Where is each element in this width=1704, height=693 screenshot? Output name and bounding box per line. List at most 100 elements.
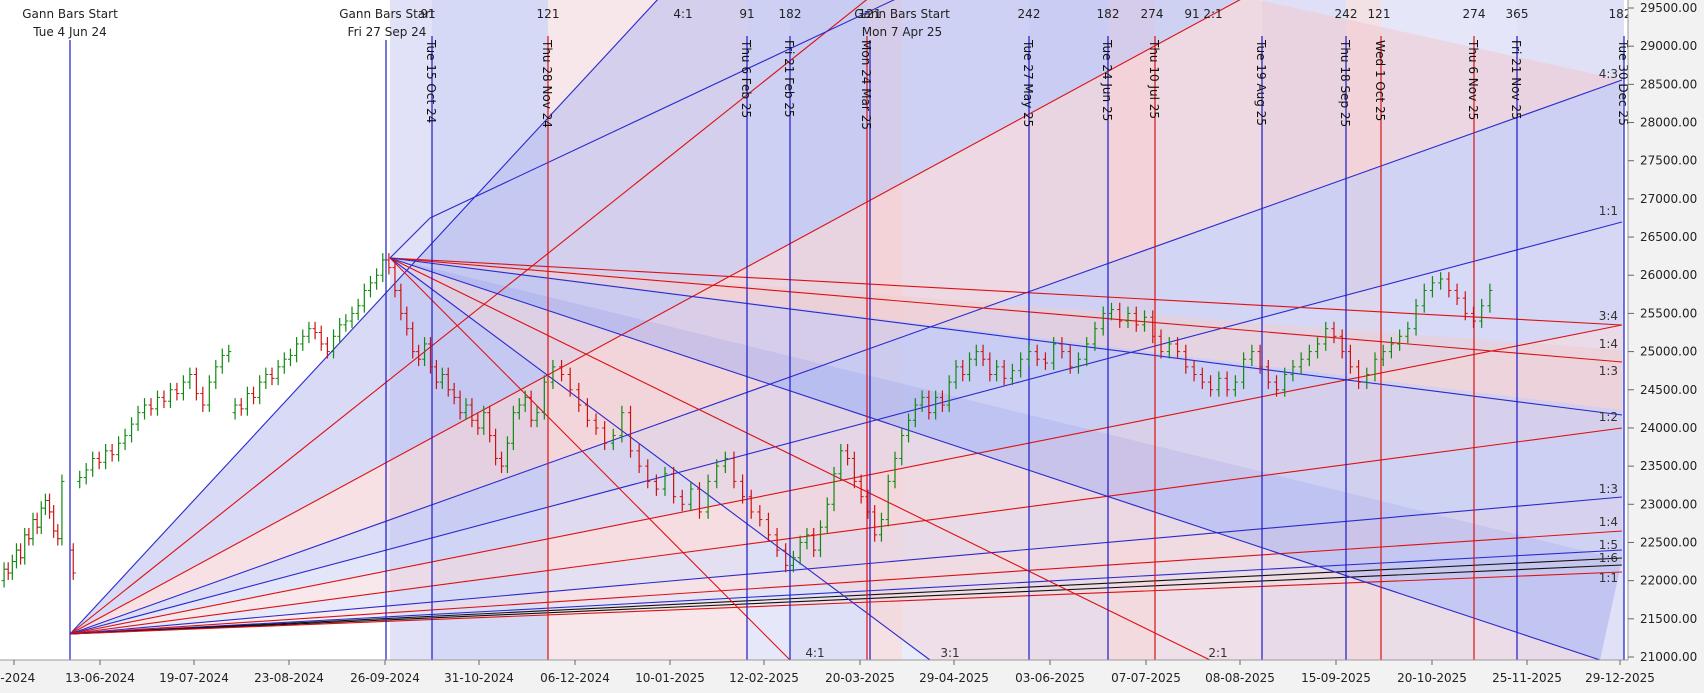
cycle-line-label: Tue 27 May 25 xyxy=(1021,39,1035,127)
x-tick-label: 06-12-2024 xyxy=(540,671,610,685)
cycle-line-label: Tue 24 Jun 25 xyxy=(1100,39,1114,121)
fan-line xyxy=(389,257,1211,661)
x-tick-label: 29-12-2025 xyxy=(1585,671,1655,685)
fan-ratio-label: 1:2 xyxy=(1599,410,1618,424)
cycle-count-label: 91 xyxy=(739,7,754,21)
cycle-line-label: Thu 6 Feb 25 xyxy=(739,39,753,118)
fan-line xyxy=(389,217,431,259)
price-bars xyxy=(1,253,1493,588)
y-tick-label: 23000.00 xyxy=(1640,497,1697,511)
cycle-count-label: 121 xyxy=(1368,7,1391,21)
x-tick-label: 07-07-2025 xyxy=(1111,671,1181,685)
x-tick-label: 13-06-2024 xyxy=(65,671,135,685)
cycle-count-label: 242 xyxy=(1018,7,1041,21)
y-tick-label: 29000.00 xyxy=(1640,39,1697,53)
y-tick-label: 29500.00 xyxy=(1640,1,1697,15)
x-tick-label: 31-10-2024 xyxy=(444,671,514,685)
fan-ratio-label: 1:4 xyxy=(1599,337,1618,351)
x-tick-label: 29-04-2025 xyxy=(919,671,989,685)
cycle-count-label: 365 xyxy=(1506,7,1529,21)
y-axis: 29500.00 29000.00 28500.00 28000.00 27500.00… xyxy=(1628,1,1697,664)
cycle-count-label: 182 xyxy=(1097,7,1120,21)
fan-ratio-label: 2:1 xyxy=(1208,646,1227,660)
y-tick-label: 25500.00 xyxy=(1640,306,1697,320)
fan-line xyxy=(69,564,1623,635)
gann-start-date: Tue 4 Jun 24 xyxy=(32,25,107,39)
fan-ratio-label: 1:4 xyxy=(1599,515,1618,529)
y-tick-label: 22000.00 xyxy=(1640,574,1697,588)
fan-ratio-label: 1:1 xyxy=(1599,204,1618,218)
fan-line xyxy=(69,79,1623,635)
gann-start-title: Gann Bars Start xyxy=(339,7,435,21)
fan-line xyxy=(69,0,658,635)
fan-ratio-label: 3:4 xyxy=(1599,309,1618,323)
y-tick-label: 27000.00 xyxy=(1640,192,1697,206)
fan-line xyxy=(69,0,1241,635)
fan-wedge xyxy=(390,258,1622,660)
y-tick-label: 24000.00 xyxy=(1640,421,1697,435)
gann-start-title: Gann Bars Start xyxy=(854,7,950,21)
gann-fans xyxy=(69,0,1623,661)
cycle-count-label: 91 xyxy=(420,7,435,21)
y-tick-label: 27500.00 xyxy=(1640,154,1697,168)
fan-line xyxy=(389,257,1623,363)
fan-line xyxy=(429,0,895,219)
cycle-line-label: Tue 19 Aug 25 xyxy=(1254,39,1268,126)
fan-ratio-label: 1:6 xyxy=(1599,551,1618,565)
cycle-line-label: Thu 6 Nov 25 xyxy=(1466,39,1480,120)
cycle-line-label: Tue 15 Oct 24 xyxy=(424,39,438,123)
fan-ratio-label: 4:3 xyxy=(1599,67,1618,81)
x-tick-label: 19-07-2024 xyxy=(159,671,229,685)
cycle-line-label: Fri 21 Nov 25 xyxy=(1509,40,1523,120)
y-axis-panel xyxy=(1628,0,1704,693)
cycle-line-label: Thu 28 Nov 24 xyxy=(540,39,554,128)
cycle-count-label: 91 xyxy=(1184,7,1199,21)
cycle-lines xyxy=(69,36,1625,660)
gann-start-date: Mon 7 Apr 25 xyxy=(862,25,942,39)
fan-ratio-label: 1:5 xyxy=(1599,538,1618,552)
x-tick-label: 5-2024 xyxy=(0,671,35,685)
fan-line xyxy=(69,557,1623,635)
y-tick-label: 24500.00 xyxy=(1640,383,1697,397)
fan-ratio-label: 1:3 xyxy=(1599,482,1618,496)
cycle-line-label: Mon 24 Mar 25 xyxy=(859,40,873,130)
cycle-count-label: 4:1 xyxy=(673,7,692,21)
fan-line xyxy=(69,324,1623,635)
x-tick-label: 23-08-2024 xyxy=(254,671,324,685)
cycle-count-label: 274 xyxy=(1141,7,1164,21)
y-tick-label: 26500.00 xyxy=(1640,230,1697,244)
fan-line xyxy=(69,571,1623,635)
x-tick-label: 15-09-2025 xyxy=(1301,671,1371,685)
x-tick-label: 10-01-2025 xyxy=(635,671,705,685)
x-tick-label: 08-08-2025 xyxy=(1205,671,1275,685)
y-tick-label: 26000.00 xyxy=(1640,268,1697,282)
fan-line xyxy=(69,549,1623,635)
fan-line xyxy=(69,221,1623,635)
y-tick-label: 28500.00 xyxy=(1640,77,1697,91)
cycle-count-label: 274 xyxy=(1463,7,1486,21)
x-tick-label: 20-03-2025 xyxy=(825,671,895,685)
fan-line xyxy=(69,496,1623,635)
x-axis: 5-2024 13-06-2024 19-07-2024 23-08-2024 26-0… xyxy=(0,660,1655,685)
y-tick-label: 21500.00 xyxy=(1640,612,1697,626)
x-tick-label: 20-10-2025 xyxy=(1397,671,1467,685)
cycle-line-label: Fri 21 Feb 25 xyxy=(782,40,796,118)
cycle-line-label: Thu 10 Jul 25 xyxy=(1147,39,1161,119)
fan-line xyxy=(389,257,1623,416)
fan-line xyxy=(389,257,931,661)
fan-ratio-label: 4:1 xyxy=(805,646,824,660)
cycle-count-label: 2:1 xyxy=(1203,7,1222,21)
y-tick-label: 21000.00 xyxy=(1640,650,1697,664)
cycle-count-label: 182 xyxy=(1609,7,1632,21)
cycle-count-label: 182 xyxy=(779,7,802,21)
y-tick-label: 22500.00 xyxy=(1640,535,1697,549)
fan-line xyxy=(389,257,1601,661)
fan-ratio-label: 1:1 xyxy=(1599,571,1618,585)
fan-line xyxy=(389,257,791,661)
fan-line xyxy=(69,530,1623,635)
y-tick-label: 25000.00 xyxy=(1640,345,1697,359)
fan-line xyxy=(389,257,1623,326)
x-tick-label: 26-09-2024 xyxy=(350,671,420,685)
cycle-line-label: Tue 30 Dec 25 xyxy=(1616,39,1630,126)
